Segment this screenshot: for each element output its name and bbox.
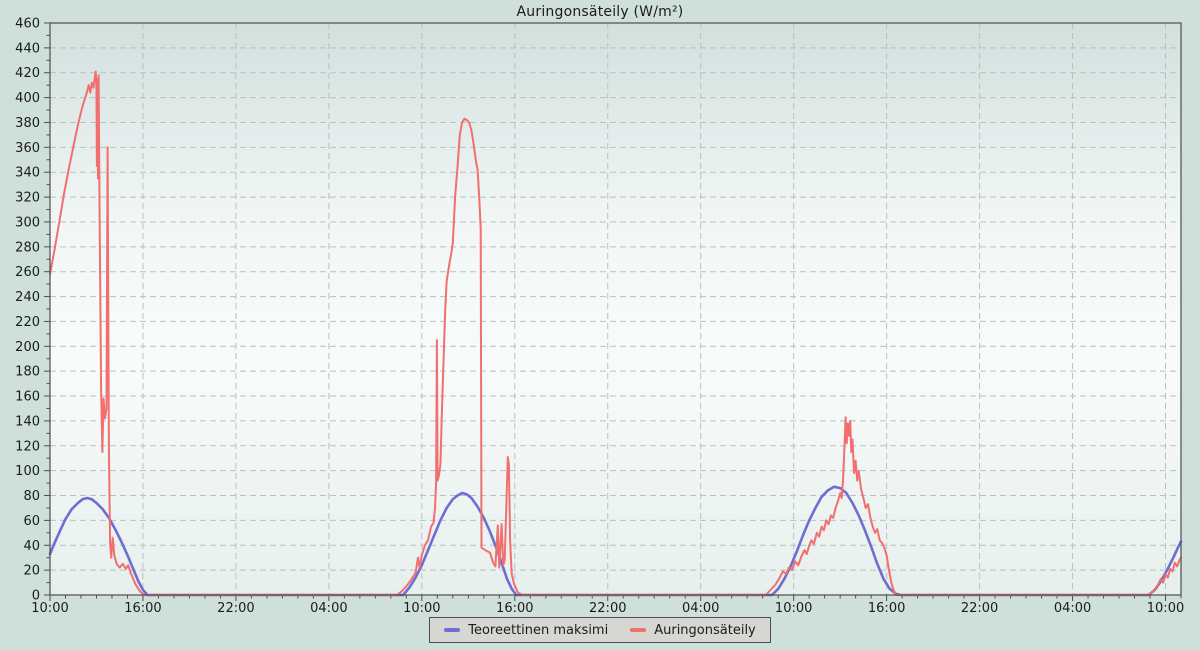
series-line-auringonsateily bbox=[49, 70, 1182, 596]
y-tick-label: 260 bbox=[15, 265, 40, 280]
legend-box: Teoreettinen maksimi Auringonsäteily bbox=[429, 617, 771, 643]
x-tick-label: 10:00 bbox=[403, 601, 440, 616]
x-tick-label: 16:00 bbox=[124, 601, 161, 616]
y-tick-label: 100 bbox=[15, 464, 40, 479]
x-tick-label: 22:00 bbox=[589, 601, 626, 616]
y-tick-label: 0 bbox=[32, 589, 40, 604]
legend-item-auringonsateily: Auringonsäteily bbox=[630, 623, 756, 638]
y-tick-label: 460 bbox=[15, 17, 40, 32]
y-tick-label: 160 bbox=[15, 390, 40, 405]
x-tick-label: 04:00 bbox=[1054, 601, 1091, 616]
y-tick-label: 40 bbox=[23, 539, 40, 554]
chart-legend: Teoreettinen maksimi Auringonsäteily bbox=[0, 617, 1200, 643]
x-tick-label: 10:00 bbox=[31, 601, 68, 616]
x-tick-label: 22:00 bbox=[217, 601, 254, 616]
y-tick-label: 220 bbox=[15, 315, 40, 330]
legend-label-auringonsateily: Auringonsäteily bbox=[654, 622, 756, 638]
y-tick-label: 120 bbox=[15, 439, 40, 454]
grid-lines bbox=[50, 22, 1181, 595]
y-tick-label: 360 bbox=[15, 141, 40, 156]
x-tick-label: 16:00 bbox=[868, 601, 905, 616]
y-axis-labels: 0 20 40 60 80 100 120 140 160 180 200 220 240 260 280 3… bbox=[15, 17, 40, 604]
series-line-teoreettinen-maksimi bbox=[48, 485, 1183, 597]
y-tick-label: 380 bbox=[15, 116, 40, 131]
x-tick-label: 22:00 bbox=[961, 601, 998, 616]
plot-border bbox=[49, 22, 1182, 596]
chart-title: Auringonsäteily (W/m²) bbox=[516, 4, 684, 20]
x-tick-label: 16:00 bbox=[496, 601, 533, 616]
legend-swatch-red-line-icon bbox=[630, 628, 647, 632]
y-tick-label: 180 bbox=[15, 365, 40, 380]
x-tick-label: 10:00 bbox=[775, 601, 812, 616]
plot-background bbox=[50, 23, 1181, 595]
legend-label-teoreettinen-maksimi: Teoreettinen maksimi bbox=[468, 622, 609, 638]
y-tick-label: 240 bbox=[15, 290, 40, 305]
x-tick-label: 04:00 bbox=[682, 601, 719, 616]
y-tick-label: 320 bbox=[15, 191, 40, 206]
y-tick-label: 60 bbox=[23, 514, 40, 529]
y-tick-label: 140 bbox=[15, 414, 40, 429]
y-tick-label: 340 bbox=[15, 166, 40, 181]
y-tick-label: 420 bbox=[15, 66, 40, 81]
x-tick-label: 04:00 bbox=[310, 601, 347, 616]
legend-item-teoreettinen-maksimi: Teoreettinen maksimi bbox=[444, 623, 608, 638]
y-tick-label: 20 bbox=[23, 564, 40, 579]
y-tick-label: 200 bbox=[15, 340, 40, 355]
axis-ticks bbox=[44, 22, 1182, 601]
y-tick-label: 300 bbox=[15, 215, 40, 230]
x-tick-label: 10:00 bbox=[1147, 601, 1184, 616]
legend-swatch-blue-line-icon bbox=[444, 628, 461, 632]
x-axis-labels: 10:00 16:00 22:00 04:00 10:00 16:00 22:00 04:00… bbox=[31, 601, 1184, 616]
y-tick-label: 280 bbox=[15, 240, 40, 255]
y-tick-label: 440 bbox=[15, 41, 40, 56]
y-tick-label: 80 bbox=[23, 489, 40, 504]
y-tick-label: 400 bbox=[15, 91, 40, 106]
